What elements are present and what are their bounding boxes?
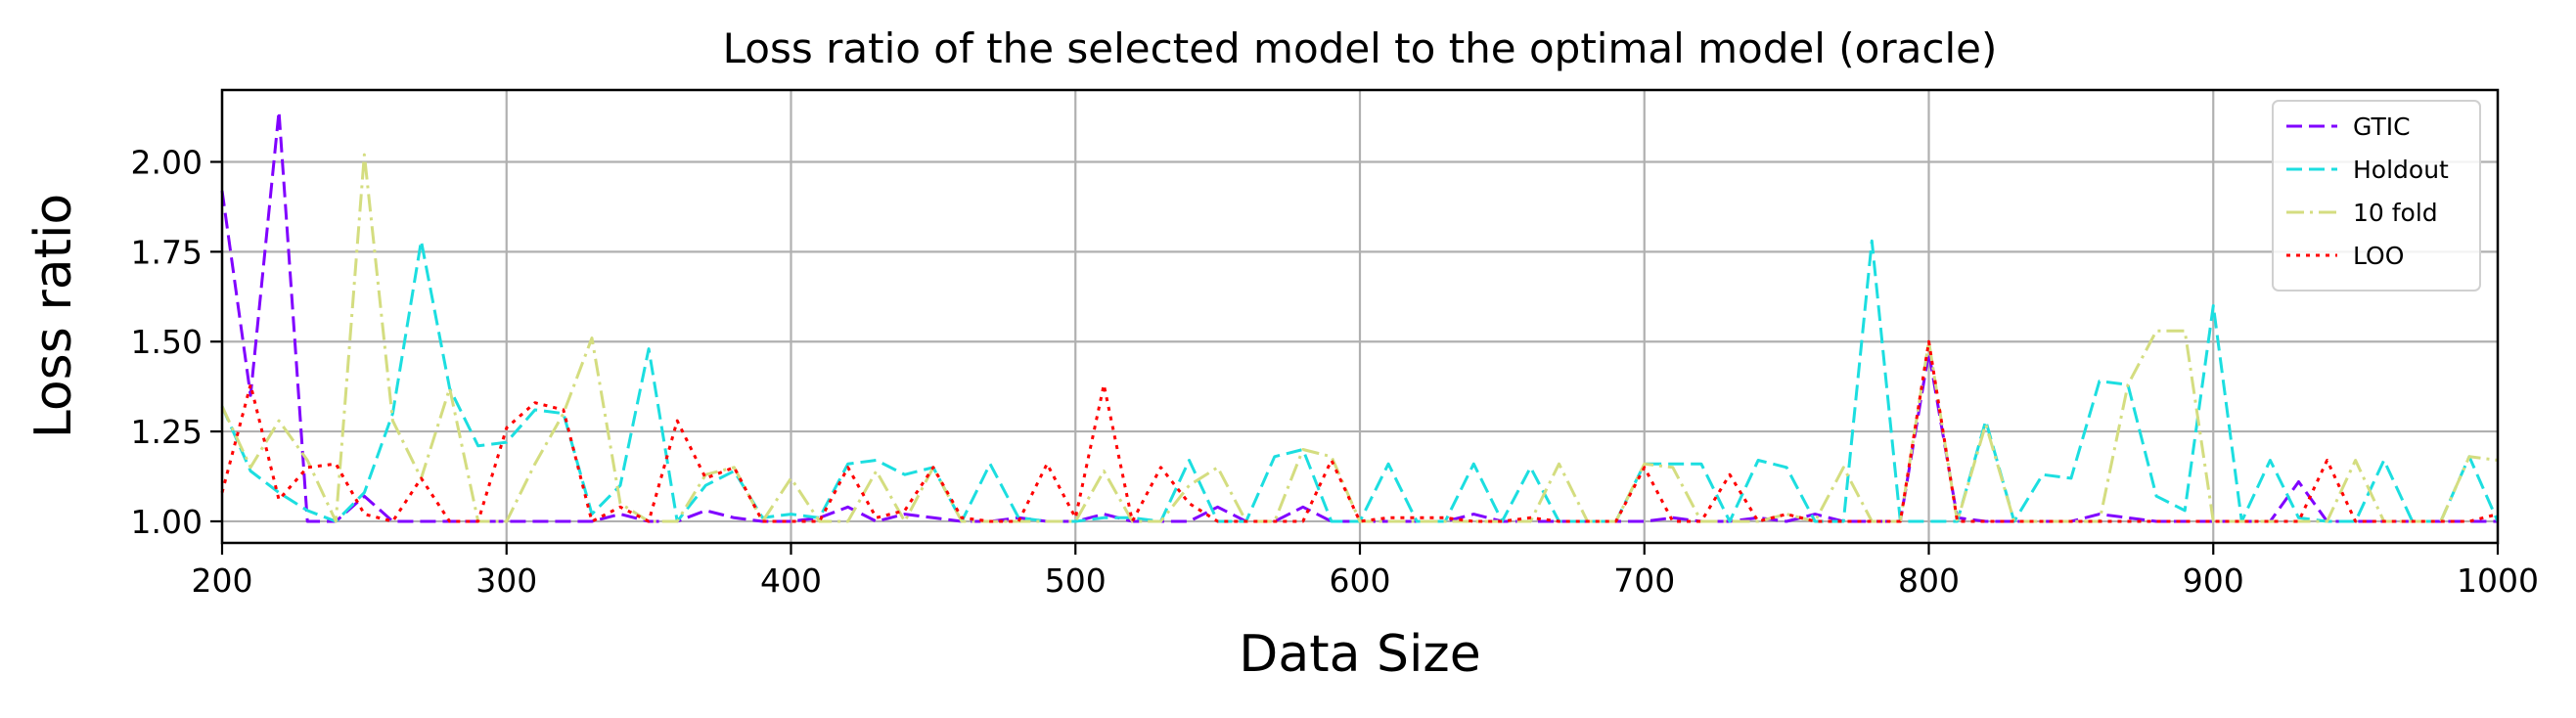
series-lines	[220, 110, 2500, 523]
legend-box	[2272, 100, 2481, 292]
y-axis-label: Loss ratio	[24, 194, 83, 438]
x-tick-label: 600	[1330, 561, 1391, 600]
x-tick-label: 400	[760, 561, 822, 600]
legend-label: Holdout	[2353, 156, 2449, 184]
y-tick-label: 1.50	[131, 323, 203, 361]
x-tick-label: 800	[1898, 561, 1960, 600]
x-tick-label: 200	[192, 561, 253, 600]
x-axis-label: Data Size	[1239, 625, 1480, 684]
grid	[220, 90, 2500, 543]
legend: GTIC Holdout 10 fold LOO	[2272, 100, 2481, 292]
series-line-10-fold	[220, 153, 2499, 523]
y-tick-label: 2.00	[131, 143, 203, 181]
x-tick-label: 700	[1613, 561, 1675, 600]
x-tick-label: 500	[1045, 561, 1107, 600]
y-axis: 1.00 1.25 1.50 1.75 2.00	[131, 143, 222, 541]
legend-label: 10 fold	[2353, 199, 2438, 227]
x-tick-label: 1000	[2457, 561, 2539, 600]
chart-title: Loss ratio of the selected model to the …	[723, 24, 1998, 72]
x-tick-label: 300	[475, 561, 537, 600]
legend-label: LOO	[2353, 242, 2404, 270]
y-tick-label: 1.25	[131, 413, 203, 451]
y-tick-label: 1.00	[131, 503, 203, 541]
y-tick-label: 1.75	[131, 233, 203, 271]
x-tick-label: 900	[2183, 561, 2244, 600]
x-axis: 200 300 400 500 600 700 800 900 1000	[192, 543, 2539, 600]
legend-label: GTIC	[2353, 112, 2411, 141]
series-line-loo	[220, 339, 2499, 523]
